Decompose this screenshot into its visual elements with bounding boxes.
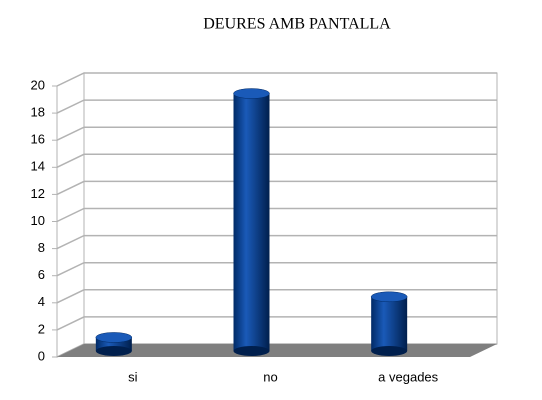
y-tick-label: 14 bbox=[31, 159, 45, 174]
y-tick-label: 18 bbox=[31, 105, 45, 120]
grid-line bbox=[56, 261, 497, 277]
bar-base bbox=[233, 346, 270, 356]
y-tick-label: 2 bbox=[38, 321, 45, 336]
x-tick-label: a vegades bbox=[378, 369, 438, 384]
bar-top bbox=[370, 291, 408, 303]
grid-line bbox=[56, 207, 497, 223]
grid-line bbox=[56, 234, 497, 250]
grid-line bbox=[56, 72, 497, 87]
bar bbox=[233, 93, 270, 352]
bar-base bbox=[95, 346, 132, 356]
y-tick-label: 12 bbox=[31, 186, 45, 201]
bar bbox=[371, 296, 408, 351]
grid-line bbox=[56, 289, 497, 304]
y-tick-label: 0 bbox=[38, 348, 45, 363]
y-tick-label: 6 bbox=[38, 267, 45, 282]
y-tick-label: 20 bbox=[31, 77, 45, 92]
bar-top bbox=[233, 88, 270, 99]
grid-line bbox=[56, 180, 497, 196]
x-tick-label: si bbox=[128, 369, 138, 384]
y-tick-label: 8 bbox=[38, 240, 45, 255]
y-tick-label: 4 bbox=[38, 294, 45, 309]
y-tick-label: 10 bbox=[31, 213, 45, 228]
x-tick-label: no bbox=[263, 369, 277, 384]
grid-line bbox=[56, 126, 497, 141]
grid-line bbox=[56, 99, 497, 114]
grid-line bbox=[56, 316, 497, 331]
y-tick-label: 16 bbox=[31, 132, 45, 147]
bar-base bbox=[371, 346, 408, 356]
bar-top bbox=[95, 332, 133, 343]
chart-title: DEURES AMB PANTALLA bbox=[203, 16, 391, 33]
grid-line bbox=[56, 153, 497, 168]
